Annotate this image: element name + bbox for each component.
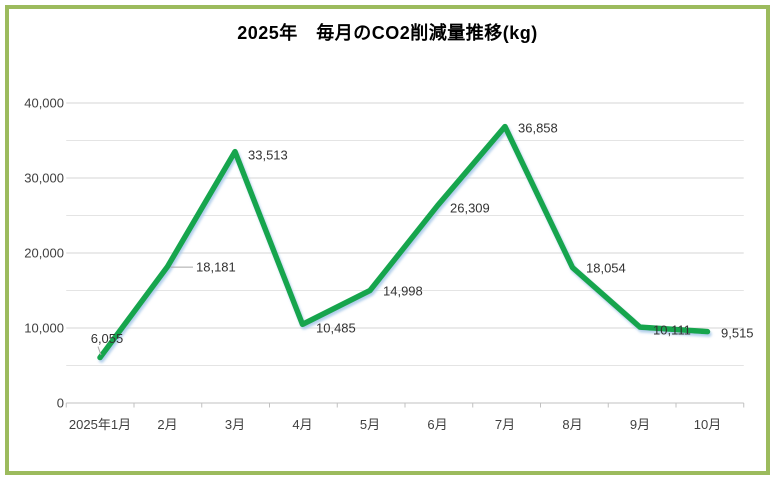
- data-labels-group: 6,055 18,181 33,513 10,485 14,998 26,309 36,85…: [91, 121, 754, 356]
- x-axis-tick-label: 3月: [225, 417, 245, 432]
- data-label: 36,858: [518, 121, 558, 136]
- data-label: 10,485: [316, 320, 356, 335]
- y-axis-tick-label: 10,000: [24, 321, 64, 336]
- data-series-group: [97, 123, 711, 361]
- data-label: 14,998: [383, 284, 423, 299]
- x-axis-tick-label: 8月: [562, 417, 582, 432]
- x-axis-tick-label: 6月: [427, 417, 447, 432]
- x-axis-tick-label: 2025年1月: [69, 417, 131, 432]
- axis-group: 0 10,000 20,000 30,000 40,000 2025年1月 2月 3月 4月 5月…: [24, 96, 745, 432]
- x-axis-tick-label: 5月: [360, 417, 380, 432]
- x-axis-tick-label: 2月: [157, 417, 177, 432]
- data-label: 18,054: [586, 261, 626, 276]
- figure-border: [5, 5, 770, 475]
- data-label-leader-line: [97, 346, 102, 356]
- data-label: 18,181: [196, 260, 236, 275]
- x-axis-tick-label: 10月: [694, 417, 721, 432]
- y-axis-tick-label: 20,000: [24, 246, 64, 261]
- y-axis-tick-label: 40,000: [24, 96, 64, 111]
- gridlines-group: [66, 102, 744, 366]
- y-axis-tick-label: 0: [57, 396, 64, 411]
- data-label: 6,055: [91, 331, 124, 346]
- data-label: 26,309: [450, 201, 490, 216]
- x-axis-tick-label: 4月: [292, 417, 312, 432]
- data-label: 33,513: [248, 148, 288, 163]
- chart-title: 2025年 毎月のCO2削減量推移(kg): [237, 23, 538, 43]
- data-label: 9,515: [721, 326, 754, 341]
- x-axis-tick-label: 7月: [495, 417, 515, 432]
- x-axis-tick-label: 9月: [630, 417, 650, 432]
- y-axis-tick-label: 30,000: [24, 171, 64, 186]
- data-label: 10,111: [653, 323, 691, 338]
- data-series-line: [97, 123, 711, 361]
